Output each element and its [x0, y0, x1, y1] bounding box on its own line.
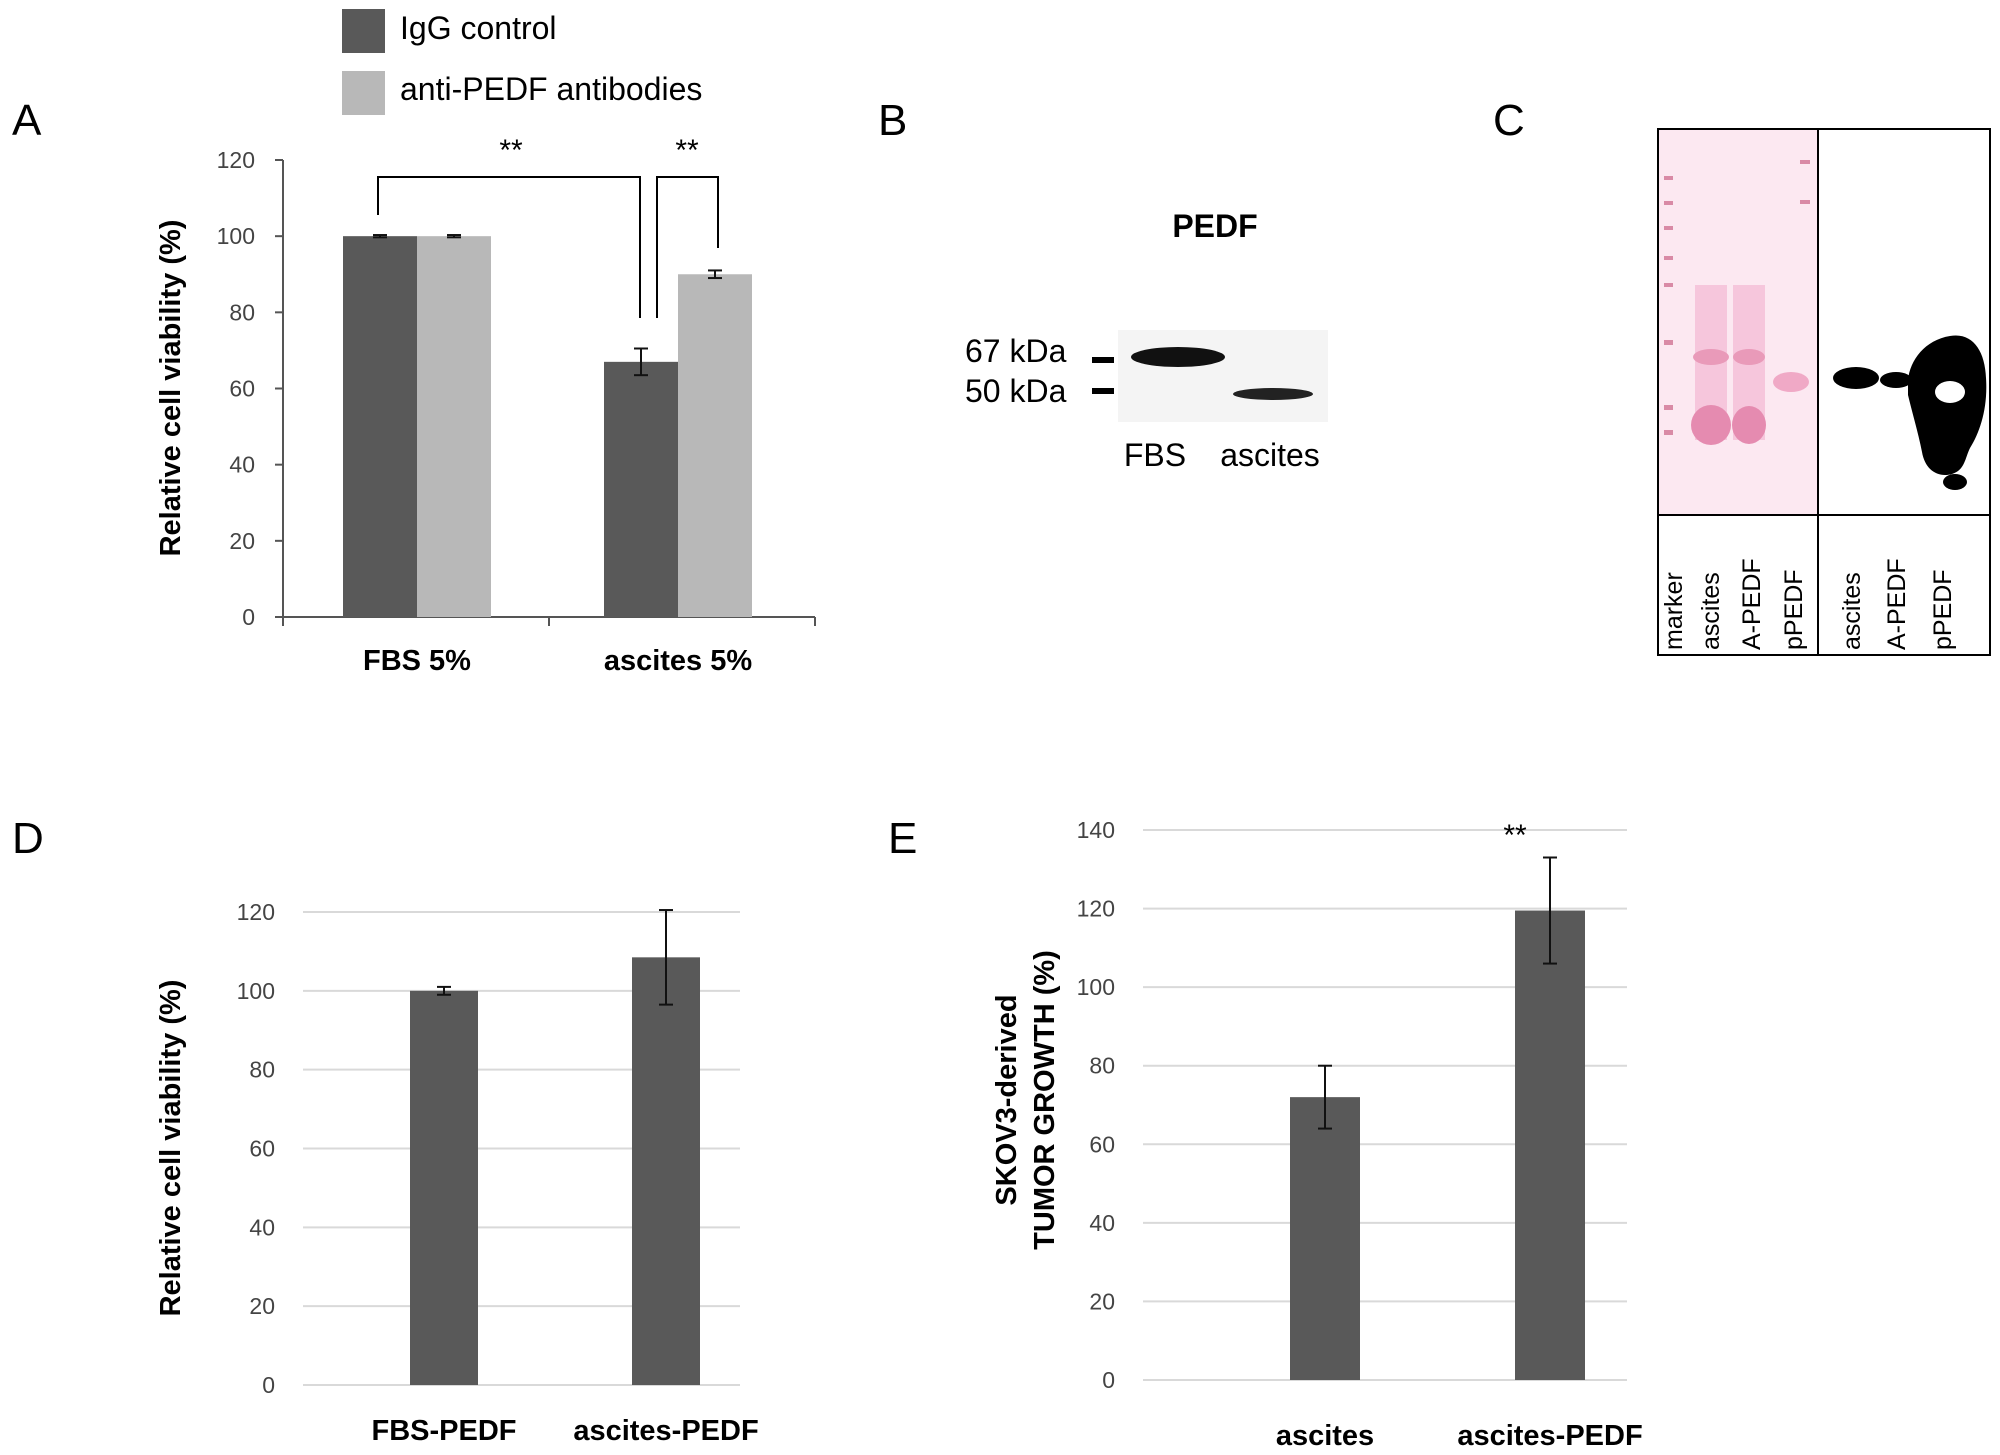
y-tick-label: 60: [249, 1136, 275, 1162]
blot-b-lane-ascites: ascites: [1220, 437, 1320, 473]
blot-b-marker-67: 67 kDa: [965, 333, 1067, 369]
blot-c-lane-ppedf: pPEDF: [1780, 569, 1808, 650]
blot-c-ponceau-ascites-band-lower: [1691, 405, 1731, 445]
y-tick-label: 100: [1077, 974, 1115, 1000]
category-label: ascites 5%: [604, 645, 753, 677]
bracket-ascites-igg-vs-anti: [656, 176, 719, 318]
y-tick-label: 20: [229, 528, 255, 554]
blot-c-marker-ladder: [1664, 160, 1810, 435]
y-axis-label: TUMOR GROWTH (%): [1029, 950, 1061, 1250]
blot-c-lane-ascites: ascites: [1697, 572, 1725, 650]
y-tick-label: 0: [262, 1372, 275, 1398]
blot-c-western-ascites-band: [1833, 367, 1879, 389]
blot-b-marker-50: 50 kDa: [965, 373, 1067, 409]
blot-c-ponceau-ppedf-band: [1773, 372, 1809, 392]
blot-c-lane-a-pedf-wb: A-PEDF: [1883, 558, 1911, 650]
category-label: FBS-PEDF: [372, 1415, 517, 1447]
chart-a: 0 20 40 60 80 100 120 FBS 5% ascites 5% Relative …: [155, 147, 816, 677]
blot-b-title: PEDF: [1172, 208, 1257, 244]
panel-letter-e: E: [888, 814, 917, 863]
category-label: ascites-PEDF: [573, 1415, 758, 1447]
significance-mark-e-right: **: [1503, 819, 1527, 852]
significance-brackets-a: ** **: [377, 134, 719, 318]
bar-e-1-0: [1515, 910, 1585, 1380]
bar-a-0-0: [343, 236, 417, 617]
error-bar: [708, 269, 722, 280]
y-tick-label: 80: [249, 1057, 275, 1083]
blot-b-lane-fbs: FBS: [1124, 437, 1186, 473]
blot-b-band-fbs: [1131, 347, 1225, 367]
y-axis-label: Relative cell viability (%): [155, 220, 187, 557]
error-bar: [447, 234, 461, 239]
y-tick-label: 40: [249, 1214, 275, 1240]
error-bar: [373, 234, 387, 239]
panel-letter-b: B: [878, 96, 907, 145]
y-tick-label: 80: [229, 299, 255, 325]
blot-b-tick-50: [1092, 388, 1114, 394]
error-bar: [634, 347, 648, 377]
blot-b-tick-67: [1092, 357, 1114, 363]
blot-b-band-ascites: [1233, 388, 1313, 400]
legend: IgG control anti-PEDF antibodies: [342, 9, 702, 115]
legend-label-anti-pedf: anti-PEDF antibodies: [400, 71, 702, 107]
bar-d-1-0: [632, 957, 700, 1385]
panel-letter-d: D: [12, 814, 44, 863]
blot-c-ponceau-ascites-band-upper: [1693, 349, 1729, 365]
blot-c-lane-ascites-wb: ascites: [1838, 572, 1866, 650]
y-tick-label: 120: [237, 899, 275, 925]
bar-a-1-1: [678, 274, 752, 617]
bracket-fbs-vs-ascites: [377, 176, 641, 318]
y-axis-label: Relative cell viability (%): [155, 980, 187, 1317]
y-tick-label: 80: [1089, 1053, 1115, 1079]
blot-c-western-apedf-band: [1880, 372, 1912, 388]
chart-d: 0 20 40 60 80 100 120 FBS-PEDF ascites-PEDF Relat…: [155, 899, 759, 1447]
error-bar: [1318, 1064, 1332, 1130]
category-label: ascites-PEDF: [1457, 1420, 1642, 1452]
blot-b-membrane: [1118, 330, 1328, 422]
y-axis-label: SKOV3-derived: [991, 994, 1023, 1205]
panel-letter-c: C: [1493, 96, 1525, 145]
y-tick-label: 0: [1102, 1367, 1115, 1393]
significance-mark-a-left: **: [499, 134, 523, 167]
chart-e: 0 20 40 60 80 100 120 140 ascites ascites-PEDF SKO…: [991, 817, 1643, 1452]
bar-e-0-0: [1290, 1097, 1360, 1380]
y-tick-label: 60: [229, 376, 255, 402]
error-bar: [437, 985, 451, 996]
bar-d-0-0: [410, 990, 478, 1385]
blot-c-western-ppedf-hole: [1935, 381, 1965, 403]
y-tick-label: 140: [1077, 817, 1115, 843]
western-blot-b: PEDF 67 kDa 50 kDa FBS ascites: [965, 208, 1328, 473]
legend-swatch-igg: [342, 9, 385, 53]
blot-c-lane-marker: marker: [1660, 572, 1688, 650]
bar-a-0-1: [417, 236, 491, 617]
significance-mark-a-right: **: [675, 134, 699, 167]
y-tick-label: 20: [249, 1293, 275, 1319]
y-tick-label: 20: [1089, 1288, 1115, 1314]
category-label: ascites: [1276, 1420, 1374, 1452]
error-bar: [1543, 856, 1557, 965]
y-tick-label: 40: [1089, 1210, 1115, 1236]
y-tick-label: 0: [242, 604, 255, 630]
legend-swatch-anti-pedf: [342, 71, 385, 115]
blot-c-western-ppedf-tail: [1943, 474, 1967, 490]
y-tick-label: 100: [217, 223, 255, 249]
blot-c-frame: [1657, 128, 1991, 656]
blot-c-lane-ppedf-wb: pPEDF: [1929, 569, 1957, 650]
y-tick-label: 60: [1089, 1131, 1115, 1157]
legend-label-igg: IgG control: [400, 10, 557, 46]
blot-c-lane-a-pedf: A-PEDF: [1738, 558, 1766, 650]
bar-a-1-0: [604, 361, 678, 617]
western-blot-c: marker ascites A-PEDF pPEDF ascites A-PE…: [1657, 128, 1991, 656]
blot-c-ponceau-apedf-band-upper: [1733, 349, 1765, 365]
blot-c-ponceau-apedf-band-lower: [1732, 406, 1766, 444]
y-tick-label: 100: [237, 978, 275, 1004]
blot-c-western-ppedf-blob: [1908, 335, 1987, 476]
category-label: FBS 5%: [363, 645, 471, 677]
y-tick-label: 120: [217, 147, 255, 173]
error-bar: [659, 909, 673, 1006]
panel-letter-a: A: [12, 96, 42, 145]
y-tick-label: 40: [229, 452, 255, 478]
y-tick-label: 120: [1077, 896, 1115, 922]
